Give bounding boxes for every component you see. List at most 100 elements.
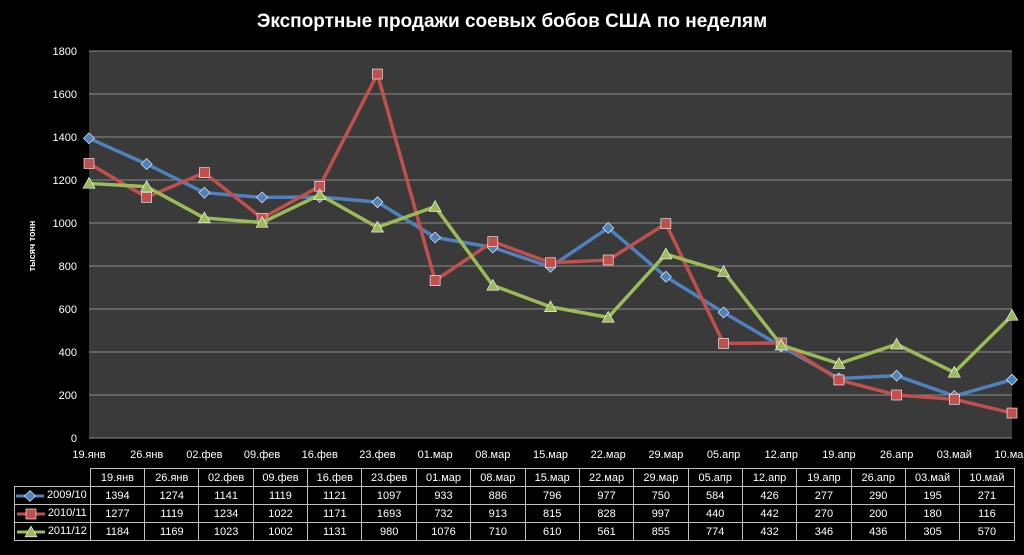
table-corner <box>14 468 91 487</box>
x-tick-label: 26.янв <box>130 449 163 461</box>
data-point <box>199 167 210 178</box>
x-tick-label: 10.май <box>994 449 1024 461</box>
table-cell: 815 <box>524 504 580 523</box>
data-table: 19.янв 26.янв 02.фев 09.фев 16.фев 23.фев 01.м… <box>14 468 1015 541</box>
data-point <box>1006 407 1018 419</box>
x-tick-label: 02.фев <box>186 449 222 461</box>
data-point <box>198 186 211 199</box>
table-header-cell: 19.апр <box>796 468 852 487</box>
x-tick-label: 19.апр <box>822 449 855 461</box>
data-point <box>717 264 731 277</box>
data-point <box>601 310 615 323</box>
y-tick-label: 1800 <box>53 46 77 58</box>
table-cell: 610 <box>524 522 580 541</box>
data-point <box>602 254 614 266</box>
table-cell: 980 <box>361 522 417 541</box>
legend-marker <box>24 525 38 537</box>
data-point <box>256 191 268 204</box>
data-point <box>774 338 788 351</box>
legend-entry: 2010/11 <box>14 504 91 523</box>
x-tick-label: 05.апр <box>707 449 740 461</box>
table-cell: 1002 <box>252 522 309 541</box>
x-tick-label: 16.фев <box>302 449 338 461</box>
table-cell: 710 <box>470 522 526 541</box>
table-cell: 1097 <box>361 486 417 505</box>
data-point <box>197 211 211 224</box>
table-cell: 1394 <box>89 486 146 505</box>
table-header-cell: 15.мар <box>524 468 580 487</box>
data-point <box>602 222 615 234</box>
data-point <box>949 393 960 405</box>
data-point <box>255 215 269 228</box>
table-cell: 1274 <box>144 486 200 505</box>
data-point <box>659 270 672 283</box>
table-cell: 997 <box>633 504 689 523</box>
table-header-cell: 22.мар <box>578 468 635 487</box>
table-row: 2010/11 1277 1119 1234 1022 1171 1693 732 913 815… <box>14 504 1015 523</box>
data-point <box>486 278 500 291</box>
data-point <box>487 236 499 248</box>
data-point <box>372 68 383 80</box>
x-tick-label: 26.апр <box>880 449 913 461</box>
y-tick-label: 1600 <box>53 89 77 101</box>
table-cell: 432 <box>741 522 798 541</box>
table-header-cell: 26.апр <box>850 468 906 487</box>
table-cell: 933 <box>415 486 472 505</box>
data-point <box>371 196 384 209</box>
data-point <box>545 257 556 269</box>
data-point <box>660 218 672 229</box>
table-header-cell: 01.мар <box>415 468 472 487</box>
table-header-cell: 10.май <box>959 468 1015 487</box>
legend-entry: 2011/12 <box>14 522 91 541</box>
data-point <box>659 247 673 260</box>
legend-key <box>16 525 45 537</box>
table-cell: 442 <box>741 504 798 523</box>
table-cell: 1023 <box>198 522 254 541</box>
table-cell: 1022 <box>252 504 309 523</box>
table-cell: 1141 <box>198 486 254 505</box>
table-header-cell: 05.апр <box>687 468 743 487</box>
data-point <box>141 192 152 203</box>
legend-key <box>16 489 44 502</box>
y-tick-label: 1200 <box>53 175 77 187</box>
series-2011/12 <box>82 176 1019 378</box>
y-tick-label: 800 <box>59 261 77 273</box>
table-cell: 584 <box>687 486 743 505</box>
table-cell: 436 <box>850 522 906 541</box>
table-cell: 828 <box>578 504 635 523</box>
data-point <box>429 275 441 286</box>
table-header-cell: 16.фев <box>307 468 363 487</box>
table-cell: 1693 <box>361 504 417 523</box>
legend-entry: 2009/10 <box>14 486 91 505</box>
x-tick-label: 01.мар <box>418 449 453 461</box>
table-cell: 855 <box>633 522 689 541</box>
table-cell: 1234 <box>198 504 254 523</box>
y-tick-label: 200 <box>59 390 77 402</box>
table-cell: 886 <box>470 486 526 505</box>
table-cell: 195 <box>904 486 961 505</box>
line-chart: 0 200 400 600 800 1000 1200 1400 1600 1800 19.янв… <box>27 46 1024 461</box>
table-cell: 1277 <box>89 504 146 523</box>
data-point <box>833 374 845 386</box>
x-tick-label: 09.фев <box>244 449 280 461</box>
data-point <box>1005 308 1019 321</box>
table-header-row: 19.янв 26.янв 02.фев 09.фев 16.фев 23.фев 01.м… <box>14 468 1015 487</box>
table-cell: 1121 <box>307 486 363 505</box>
table-cell: 1076 <box>415 522 472 541</box>
table-cell: 277 <box>796 486 852 505</box>
y-tick-label: 0 <box>71 433 77 445</box>
data-point <box>717 306 730 319</box>
table-header-cell: 19.янв <box>89 468 146 487</box>
x-tick-label: 15.мар <box>533 449 568 461</box>
table-cell: 440 <box>687 504 743 523</box>
table-cell: 977 <box>578 486 635 505</box>
plot-area <box>89 51 1012 438</box>
table-cell: 1131 <box>307 522 363 541</box>
data-point <box>83 132 95 145</box>
x-tick-label: 12.апр <box>765 449 798 461</box>
data-point <box>947 365 961 378</box>
data-point <box>370 220 384 233</box>
x-tick-label: 03.май <box>937 449 972 461</box>
table-row: 2009/10 1394 1274 1141 1119 1121 1097 933 886 796… <box>14 486 1015 505</box>
y-axis-ticks: 0 200 400 600 800 1000 1200 1400 1600 1800 <box>53 46 77 445</box>
